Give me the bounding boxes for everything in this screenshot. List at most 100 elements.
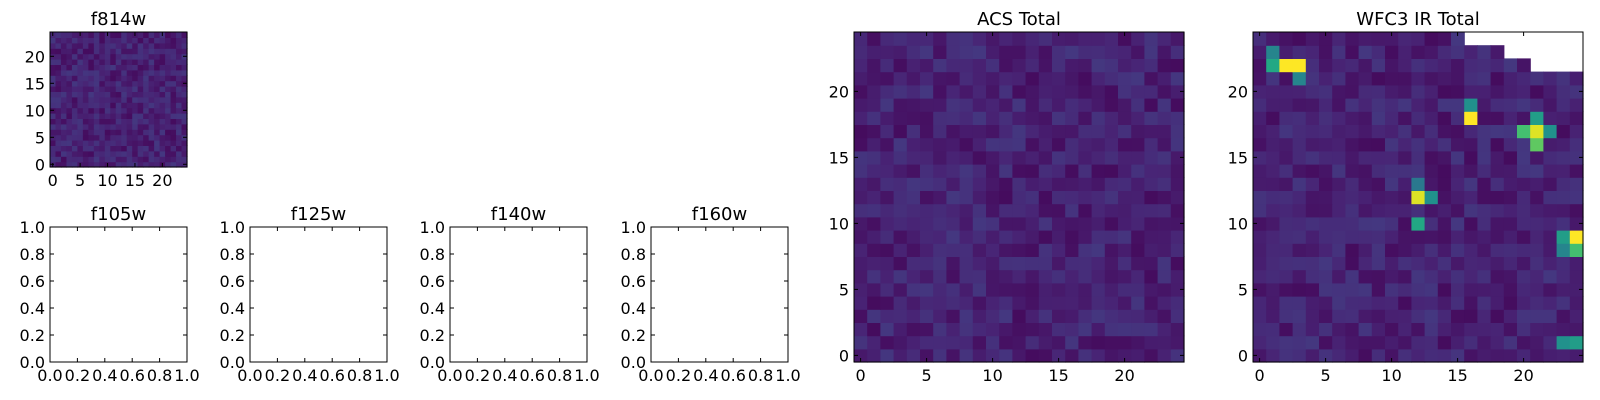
heatmap-cell [1052,32,1066,46]
heatmap-cell [1131,322,1145,337]
heatmap-cell [66,102,73,109]
heatmap-cell [1025,150,1040,165]
heatmap-cell [1157,230,1172,244]
heatmap-cell [1345,58,1360,73]
heatmap-cell [1451,124,1465,139]
heatmap-cell [1319,335,1333,350]
heatmap-cell [88,42,95,49]
heatmap-cell [1279,243,1294,257]
heatmap-cell [1038,84,1053,99]
heatmap-cell [906,216,921,231]
heatmap-cell [137,145,144,152]
heatmap-cell [181,37,188,44]
heatmap-cell [1477,190,1492,205]
heatmap-cell [88,102,95,109]
heatmap-cell [143,118,150,125]
heatmap-cell [170,64,177,71]
y-tick-label: 15 [1228,148,1248,167]
heatmap-cell [154,118,161,125]
heatmap-cell [1157,71,1172,86]
heatmap-cell [1292,335,1307,350]
heatmap-cell [1292,58,1307,73]
heatmap-cell [1170,111,1185,125]
heatmap-cell [50,59,57,65]
heatmap-cell [920,150,934,165]
y-tick-label: 0.0 [621,353,646,372]
heatmap-cell [137,129,144,136]
heatmap-cell [1371,190,1386,205]
heatmap-cell [126,59,133,65]
heatmap-cell [1385,150,1399,165]
heatmap-cell [88,69,95,76]
heatmap-cell [1464,230,1478,244]
heatmap-cell [1104,282,1119,297]
heatmap-cell [1038,164,1053,178]
axes-frame [1252,31,1584,363]
heatmap-cell [77,96,84,103]
heatmap-cell [1464,243,1478,257]
heatmap-cell [1332,282,1346,297]
heatmap-cell [159,75,166,82]
heatmap-cell [143,113,150,119]
heatmap-cell [1477,45,1492,59]
heatmap-cell [176,145,183,152]
heatmap-cell [1517,322,1531,337]
heatmap-cell [1358,84,1373,99]
heatmap-cell [165,96,172,103]
heatmap-cell [1319,150,1333,165]
heatmap-cell [1292,98,1307,112]
heatmap-cell [1144,84,1159,99]
heatmap-cell [986,137,1000,152]
heatmap-cell [854,45,868,59]
heatmap-cell [893,84,908,99]
heatmap-cell [1157,296,1172,310]
heatmap-cell [170,123,177,130]
panel-title: f814w [91,9,146,30]
heatmap-cell [60,86,68,92]
heatmap-cell [1490,216,1505,231]
heatmap-cell [77,150,84,157]
x-tick-label: 0.2 [465,366,490,385]
heatmap-cell [906,58,921,73]
x-tick-label: 0.6 [119,366,144,385]
heatmap-cell [1170,124,1185,139]
heatmap-cell [1253,309,1267,323]
heatmap-cell [1451,111,1465,125]
heatmap-cell [71,37,78,44]
heatmap-cell [1253,32,1267,46]
heatmap-cell [933,32,947,46]
heatmap-cell [1253,348,1267,363]
axes-frame [49,226,188,363]
heatmap-cell [71,123,78,130]
heatmap-cell [176,107,183,114]
heatmap-cell [132,145,139,152]
heatmap-cell [946,335,961,350]
heatmap-cell [82,118,89,125]
heatmap-cell [959,190,974,205]
heatmap-cell [1398,230,1412,244]
heatmap-cell [1279,296,1294,310]
heatmap-cell [946,150,961,165]
heatmap-cell [1266,32,1280,46]
heatmap-cell [1398,32,1412,46]
heatmap-cell [1091,256,1106,271]
heatmap-cell [66,91,73,98]
heatmap-cell [77,129,84,136]
heatmap-cell [148,53,155,60]
heatmap-cell [1358,309,1373,323]
heatmap-cell [104,107,111,114]
heatmap-cell [946,177,961,191]
heatmap-cell [1038,269,1053,284]
heatmap-cell [159,140,166,146]
heatmap-cell [1065,269,1079,284]
heatmap-cell [126,156,133,163]
heatmap-cell [170,102,177,109]
heatmap-cell [1385,203,1399,218]
heatmap-cell [77,80,84,87]
heatmap-cell [1517,256,1531,271]
heatmap-cell [1503,98,1518,112]
heatmap-cell [1358,203,1373,218]
heatmap-cell [132,69,139,76]
heatmap-cell [1319,190,1333,205]
